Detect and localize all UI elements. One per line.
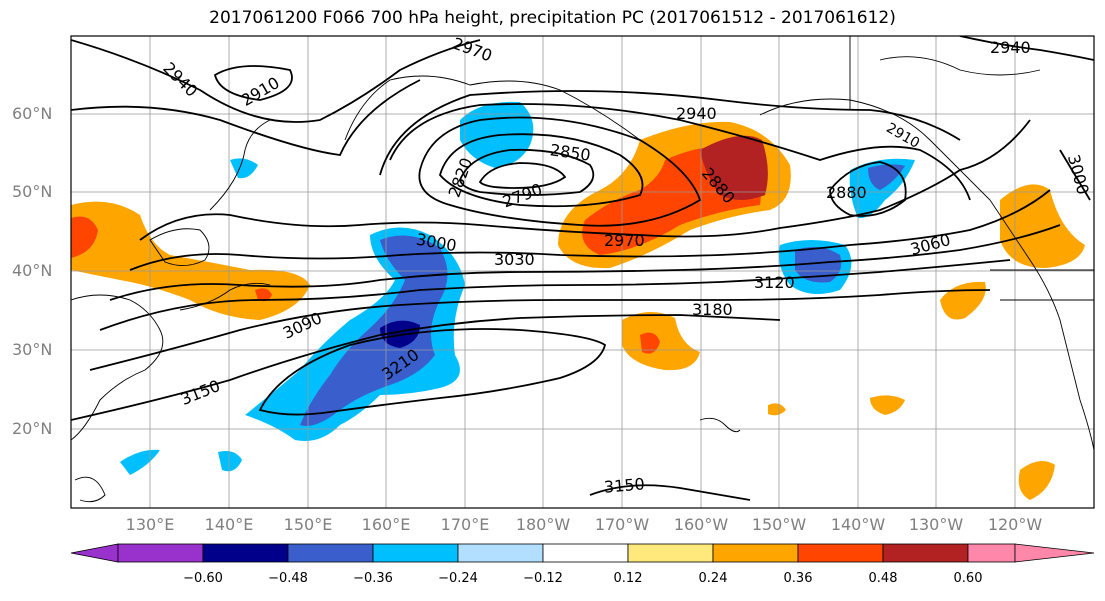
lon-label: 160°E <box>361 515 411 534</box>
colorbar-tick-label: 0.60 <box>953 571 983 586</box>
lon-label: 160°W <box>673 515 729 534</box>
lon-label: 130°E <box>125 515 175 534</box>
lon-label: 150°E <box>283 515 333 534</box>
lon-label: 170°W <box>594 515 650 534</box>
lat-label: 20°N <box>12 419 53 438</box>
lon-label: 170°E <box>440 515 490 534</box>
pc-positive-area <box>71 201 310 320</box>
colorbar-tick-label: −0.36 <box>353 571 393 586</box>
lat-label: 60°N <box>12 104 53 123</box>
colorbar-tick-label: −0.48 <box>268 571 308 586</box>
precipitation-shading <box>71 101 1085 500</box>
pc-positive-area <box>768 403 786 416</box>
lon-label: 180°W <box>515 515 571 534</box>
height-contours <box>71 36 1094 501</box>
lon-label: 140°W <box>830 515 886 534</box>
lon-label: 120°W <box>987 515 1043 534</box>
map-title: 2017061200 F066 700 hPa height, precipit… <box>209 8 896 28</box>
lon-label: 130°W <box>908 515 964 534</box>
contour-label: 2880 <box>826 183 867 202</box>
pc-negative-area <box>300 235 448 426</box>
map-frame <box>70 35 1095 509</box>
colorbar-tick-label: 0.24 <box>698 571 728 586</box>
lon-label: 150°W <box>751 515 807 534</box>
pc-positive-area <box>1018 461 1055 500</box>
contour-label: 3180 <box>692 300 733 319</box>
contour-label: 2940 <box>676 104 717 123</box>
pc-negative-area <box>795 246 842 283</box>
contour-label: 2940 <box>990 38 1031 57</box>
contour-label: 3120 <box>754 273 795 292</box>
colorbar-tick-label: −0.24 <box>438 571 478 586</box>
lat-label: 40°N <box>12 261 53 280</box>
pc-strong-positive-area <box>640 332 660 354</box>
contour-label: 2970 <box>604 231 645 250</box>
pc-positive-area <box>622 311 700 371</box>
lat-label: 30°N <box>12 340 53 359</box>
colorbar-tick-label: 0.12 <box>613 571 643 586</box>
contour-label: 3150 <box>603 474 646 497</box>
graticule <box>71 36 1094 508</box>
colorbar-extend-low <box>70 543 119 563</box>
colorbar-tick-label: 0.36 <box>783 571 813 586</box>
pc-strong-positive-area <box>71 216 98 258</box>
contour-label: 3030 <box>494 250 535 269</box>
pc-strong-positive-area <box>700 135 768 200</box>
colorbar-tick-label: −0.60 <box>183 571 223 586</box>
colorbar <box>70 543 1095 563</box>
pc-negative-area <box>218 451 242 472</box>
pc-positive-area <box>870 395 905 415</box>
lat-label: 50°N <box>12 182 53 201</box>
colorbar-tick-label: 0.48 <box>868 571 898 586</box>
colorbar-extend-high <box>1014 543 1095 563</box>
pc-negative-area <box>868 164 905 190</box>
coastlines <box>71 36 1094 503</box>
colorbar-tick-label: −0.12 <box>523 571 563 586</box>
pc-strong-positive-area <box>255 288 272 302</box>
lon-label: 140°E <box>204 515 254 534</box>
